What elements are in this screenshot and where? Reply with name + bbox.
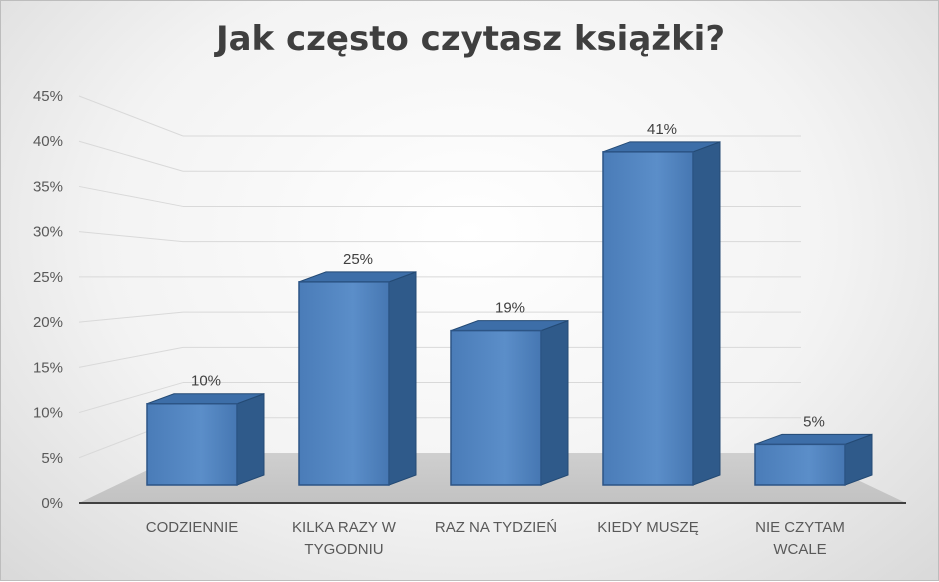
data-label-1: 25% bbox=[343, 251, 373, 268]
bar-side-1 bbox=[388, 271, 417, 486]
data-label-0: 10% bbox=[191, 373, 221, 390]
y-tick-label: 15% bbox=[33, 359, 63, 376]
category-label-3: KIEDY MUSZĘ bbox=[597, 519, 698, 536]
bar-side-2 bbox=[540, 319, 569, 486]
category-label-2: RAZ NA TYDZIEŃ bbox=[435, 519, 557, 536]
y-tick-label: 20% bbox=[33, 314, 63, 331]
data-label-3: 41% bbox=[647, 121, 677, 138]
bar-side-0 bbox=[236, 393, 265, 486]
gridline-side bbox=[78, 382, 184, 414]
gridline-side bbox=[78, 185, 184, 207]
y-tick-label: 45% bbox=[33, 88, 63, 105]
category-label-1: KILKA RAZY W bbox=[292, 519, 397, 536]
gridline-side bbox=[78, 311, 184, 323]
y-tick-label: 10% bbox=[33, 405, 63, 422]
y-tick-label: 5% bbox=[41, 450, 63, 467]
y-tick-label: 35% bbox=[33, 178, 63, 195]
data-label-4: 5% bbox=[803, 413, 825, 430]
bar-0 bbox=[146, 402, 238, 486]
gridline-side bbox=[78, 95, 184, 137]
gridline-side bbox=[78, 231, 184, 243]
y-tick-label: 25% bbox=[33, 269, 63, 286]
gridline-side bbox=[78, 140, 184, 172]
chart-title: Jak często czytasz książki? bbox=[215, 19, 726, 59]
y-tick-label: 0% bbox=[41, 495, 63, 512]
y-tick-label: 40% bbox=[33, 133, 63, 150]
category-label-1: TYGODNIU bbox=[304, 541, 383, 558]
bar-side-3 bbox=[692, 141, 721, 486]
bar-3 bbox=[602, 151, 694, 486]
data-label-2: 19% bbox=[495, 300, 525, 317]
bar-2 bbox=[450, 329, 542, 486]
bar-4 bbox=[754, 443, 846, 486]
category-label-0: CODZIENNIE bbox=[146, 519, 239, 536]
gridline-side bbox=[78, 346, 184, 368]
category-label-4: NIE CZYTAM bbox=[755, 519, 845, 536]
category-label-4: WCALE bbox=[773, 541, 826, 558]
bar-1 bbox=[298, 281, 390, 486]
y-tick-label: 30% bbox=[33, 224, 63, 241]
